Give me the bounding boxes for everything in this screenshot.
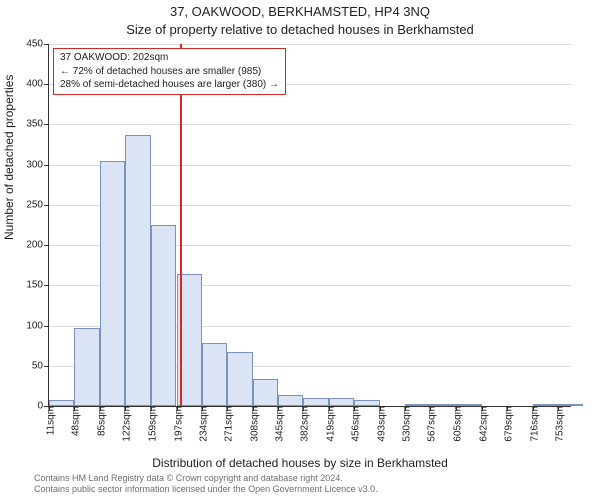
grid-line xyxy=(49,44,571,45)
y-tick-label: 400 xyxy=(26,79,49,90)
x-tick-label: 122sqm xyxy=(118,406,133,442)
x-tick-label: 11sqm xyxy=(42,406,57,435)
annotation-line-1: 37 OAKWOOD: 202sqm xyxy=(60,51,279,65)
x-tick-label: 48sqm xyxy=(67,406,82,436)
x-tick-label: 716sqm xyxy=(525,406,540,442)
annotation-line-2: ← 72% of detached houses are smaller (98… xyxy=(60,65,279,79)
y-tick-label: 300 xyxy=(26,159,49,170)
y-tick-label: 100 xyxy=(26,320,49,331)
histogram-bar xyxy=(151,225,176,406)
y-tick-label: 200 xyxy=(26,240,49,251)
grid-line xyxy=(49,124,571,125)
x-tick-label: 642sqm xyxy=(474,406,489,442)
y-tick-label: 150 xyxy=(26,280,49,291)
histogram-bar xyxy=(125,135,150,406)
y-tick-label: 50 xyxy=(32,360,49,371)
x-tick-label: 567sqm xyxy=(423,406,438,442)
histogram-bar xyxy=(278,395,303,406)
y-axis-label: Number of detached properties xyxy=(2,75,16,240)
footer-line-1: Contains HM Land Registry data © Crown c… xyxy=(34,473,566,485)
x-tick-label: 753sqm xyxy=(550,406,565,442)
y-tick-label: 350 xyxy=(26,119,49,130)
property-marker-line xyxy=(180,44,182,406)
footer-line-2: Contains public sector information licen… xyxy=(34,484,566,496)
x-tick-label: 85sqm xyxy=(92,406,107,436)
histogram-bar xyxy=(329,398,354,406)
x-tick-label: 530sqm xyxy=(398,406,413,442)
histogram-bar xyxy=(100,161,125,406)
x-tick-label: 271sqm xyxy=(220,406,235,442)
x-tick-label: 419sqm xyxy=(321,406,336,442)
histogram-bar xyxy=(227,352,252,406)
x-tick-label: 234sqm xyxy=(194,406,209,442)
x-axis-label: Distribution of detached houses by size … xyxy=(0,456,600,470)
histogram-bar xyxy=(74,328,99,406)
x-tick-label: 197sqm xyxy=(169,406,184,442)
x-tick-label: 345sqm xyxy=(271,406,286,442)
histogram-plot: 05010015020025030035040045011sqm48sqm85s… xyxy=(48,44,571,407)
licence-footer: Contains HM Land Registry data © Crown c… xyxy=(0,473,600,496)
x-tick-label: 159sqm xyxy=(143,406,158,442)
marker-annotation: 37 OAKWOOD: 202sqm ← 72% of detached hou… xyxy=(53,48,286,95)
histogram-bar xyxy=(202,343,227,406)
y-tick-label: 450 xyxy=(26,39,49,50)
x-tick-label: 382sqm xyxy=(296,406,311,442)
histogram-bar xyxy=(303,398,328,406)
histogram-bar xyxy=(253,379,278,406)
x-tick-label: 308sqm xyxy=(245,406,260,442)
x-tick-label: 493sqm xyxy=(372,406,387,442)
x-tick-label: 679sqm xyxy=(500,406,515,442)
x-tick-label: 456sqm xyxy=(347,406,362,442)
page-subtitle: Size of property relative to detached ho… xyxy=(0,22,600,37)
x-tick-label: 605sqm xyxy=(449,406,464,442)
y-tick-label: 250 xyxy=(26,199,49,210)
annotation-line-3: 28% of semi-detached houses are larger (… xyxy=(60,78,279,92)
page-title-address: 37, OAKWOOD, BERKHAMSTED, HP4 3NQ xyxy=(0,4,600,19)
